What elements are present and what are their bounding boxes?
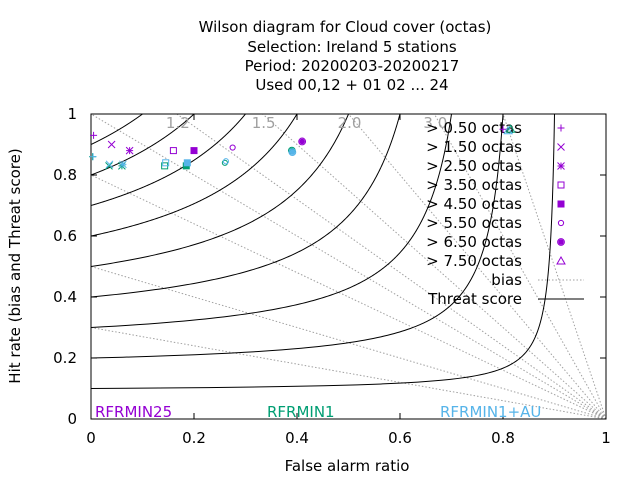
- bias-line-2: [91, 174, 606, 419]
- legend-label-6: > 6.50 octas: [426, 233, 522, 251]
- legend-marker-7: [556, 255, 566, 265]
- model-labels: RFRMIN25 RFRMIN1 RFRMIN1+AU: [95, 403, 541, 421]
- threat-curve-6: [91, 114, 246, 206]
- model-label-0: RFRMIN25: [95, 403, 172, 421]
- point-circle-5-0: [229, 144, 236, 151]
- point-filled-circle-21-0: [288, 148, 297, 157]
- bias-label-3: 3.0: [423, 114, 447, 132]
- point-plus-15-0: [89, 153, 97, 161]
- x-tick-label-0: 0: [86, 429, 96, 447]
- legend-marker-5: [557, 219, 565, 227]
- legend-marker-2: [557, 162, 565, 170]
- bias-label-2: 2.0: [338, 114, 362, 132]
- point-square-3-0: [169, 147, 177, 155]
- plot-frame: [90, 113, 607, 420]
- point-circle-12-0: [221, 159, 228, 166]
- legend-threat-label: Threat score: [427, 290, 522, 308]
- threat-curve-1: [91, 114, 504, 359]
- point-triangle-22-0: [503, 125, 514, 135]
- threat-curve-0: [91, 114, 555, 389]
- point-cross-1-0: [107, 140, 116, 149]
- point-filled-square-4-0: [190, 147, 198, 155]
- chart-legend: > 0.50 octas> 1.50 octas> 2.50 octas> 3.…: [426, 119, 584, 308]
- y-tick-label-2: 0.4: [53, 288, 77, 306]
- y-axis-ticks: 0 0.2 0.4 0.6 0.8 1: [53, 105, 606, 428]
- x-tick-label-1: 0.2: [182, 429, 206, 447]
- x-tick-label-4: 0.8: [491, 429, 515, 447]
- y-tick-label-0: 0: [67, 410, 77, 428]
- title-line-2: Selection: Ireland 5 stations: [247, 38, 457, 56]
- point-cross-8-0: [105, 161, 113, 170]
- legend-label-1: > 1.50 octas: [426, 138, 522, 156]
- legend-marker-3: [557, 181, 565, 189]
- point-filled-circle-6-0: [298, 137, 307, 146]
- point-plus-0-0: [90, 131, 98, 139]
- threat-curve-5: [91, 114, 298, 237]
- threat-curve-8: [91, 114, 143, 145]
- title-line-3: Period: 20200203-20200217: [245, 57, 460, 75]
- model-label-2: RFRMIN1+AU: [440, 403, 541, 421]
- y-tick-label-1: 0.2: [53, 349, 77, 367]
- y-tick-label-5: 1: [67, 105, 77, 123]
- legend-marker-0: [557, 124, 565, 132]
- legend-marker-6: [557, 238, 565, 246]
- point-asterisk-17-0: [119, 160, 127, 169]
- data-points: [89, 124, 516, 170]
- bias-line-8: [502, 114, 606, 419]
- legend-label-3: > 3.50 octas: [426, 176, 522, 194]
- point-filled-square-19-0: [183, 159, 191, 167]
- bias-line-4: [176, 114, 606, 419]
- legend-label-0: > 0.50 octas: [426, 119, 522, 137]
- x-tick-label-5: 1: [601, 429, 611, 447]
- legend-marker-4: [557, 200, 565, 208]
- threat-curve-7: [91, 114, 195, 176]
- x-axis-label: False alarm ratio: [285, 457, 410, 475]
- bias-line-labels: 1.2 1.5 2.0 3.0: [166, 114, 447, 132]
- y-axis-label: Hit rate (bias and Threat score): [6, 148, 24, 383]
- bias-label-0: 1.2: [166, 114, 190, 132]
- model-label-1: RFRMIN1: [267, 403, 335, 421]
- point-square-18-0: [162, 159, 170, 167]
- bias-line-7: [433, 114, 606, 419]
- y-tick-label-3: 0.6: [53, 227, 77, 245]
- legend-marker-1: [557, 143, 565, 151]
- point-cross-16-0: [105, 160, 114, 169]
- title-line-4: Used 00,12 + 01 02 ... 24: [255, 76, 448, 94]
- legend-label-7: > 7.50 octas: [426, 252, 522, 270]
- x-tick-label-2: 0.4: [285, 429, 309, 447]
- threat-curve-2: [91, 114, 452, 328]
- threat-curve-3: [91, 114, 401, 298]
- x-axis-ticks: 0 0.2 0.4 0.6 0.8 1: [86, 114, 611, 447]
- point-circle-20-0: [222, 158, 230, 165]
- bias-label-1: 1.5: [252, 114, 276, 132]
- legend-bias-label: bias: [491, 271, 522, 289]
- threat-curve-4: [91, 114, 349, 267]
- point-asterisk-2-0: [125, 146, 134, 155]
- threat-score-curves: [91, 114, 555, 389]
- chart-title: Wilson diagram for Cloud cover (octas) S…: [199, 18, 492, 94]
- point-plus-0-1: [499, 125, 507, 133]
- legend-label-2: > 2.50 octas: [426, 157, 522, 175]
- x-tick-label-3: 0.6: [388, 429, 412, 447]
- legend-label-4: > 4.50 octas: [426, 195, 522, 213]
- legend-label-5: > 5.50 octas: [426, 214, 522, 232]
- title-line-1: Wilson diagram for Cloud cover (octas): [199, 18, 492, 36]
- y-tick-label-4: 0.8: [53, 166, 77, 184]
